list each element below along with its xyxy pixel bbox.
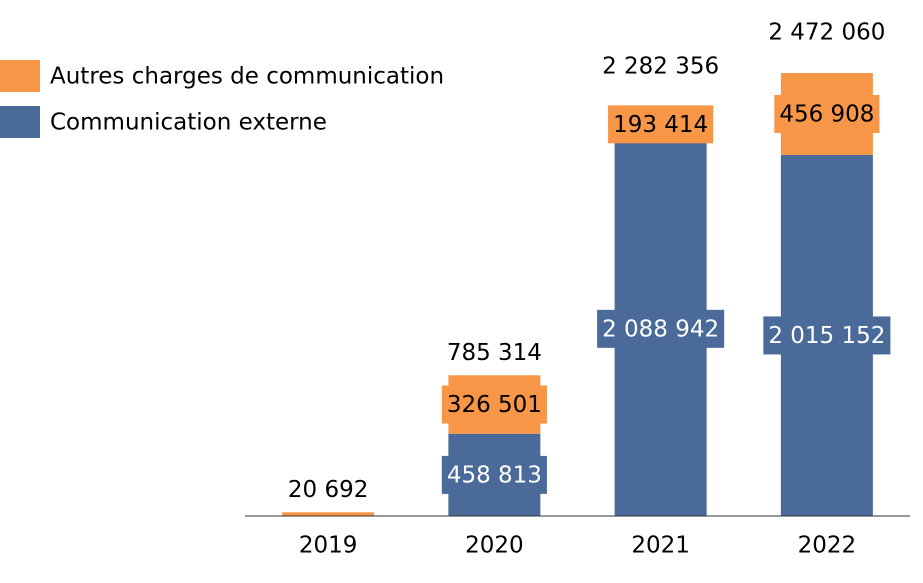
total-label: 2 282 356 [602, 54, 719, 80]
value-label: 2 088 942 [602, 316, 719, 342]
value-label: 456 908 [779, 101, 874, 127]
value-label: 193 414 [613, 112, 708, 138]
value-label: 326 501 [447, 392, 542, 418]
value-label-bg [774, 94, 880, 133]
total-label: 785 314 [447, 340, 542, 366]
x-tick-label: 2020 [465, 533, 524, 559]
legend-label: Communication externe [50, 110, 327, 136]
value-label-bg [441, 385, 547, 424]
x-tick-label: 2019 [299, 533, 358, 559]
value-label: 458 813 [447, 462, 542, 488]
value-label: 2 015 152 [768, 323, 885, 349]
legend-swatch [0, 60, 40, 92]
x-tick-label: 2021 [631, 533, 690, 559]
total-label: 2 472 060 [768, 20, 885, 46]
value-label-bg [441, 455, 547, 494]
legend-label: Autres charges de communication [50, 64, 444, 90]
value-label-bg [763, 316, 891, 355]
x-tick-label: 2022 [798, 533, 857, 559]
bar-segment [282, 512, 375, 516]
value-label-bg [597, 309, 725, 348]
value-label-bg [608, 105, 714, 144]
total-label: 20 692 [288, 477, 368, 503]
legend-swatch [0, 106, 40, 138]
